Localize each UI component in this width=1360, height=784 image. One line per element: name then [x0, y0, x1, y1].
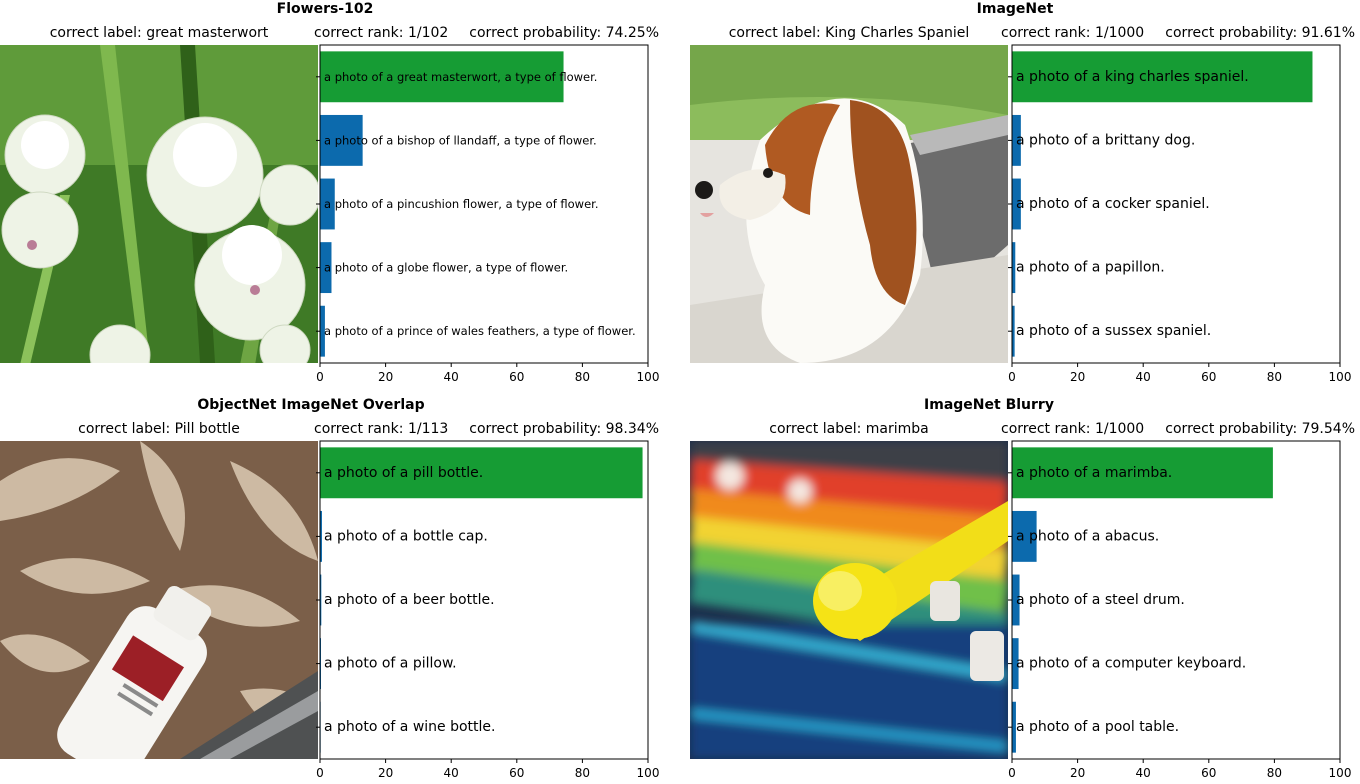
dog-photo — [690, 45, 1008, 363]
bar — [1012, 178, 1021, 230]
correct-probability: correct probability: 91.61% — [1165, 25, 1355, 41]
bar — [1012, 701, 1016, 753]
x-tick-label: 80 — [575, 766, 590, 780]
x-tick-label: 60 — [1201, 766, 1216, 780]
correct-probability: correct probability: 79.54% — [1165, 421, 1355, 437]
x-tick-label: 40 — [444, 370, 459, 384]
bar-label: a photo of a computer keyboard. — [1016, 656, 1246, 672]
bar — [320, 574, 322, 626]
x-tick-label: 100 — [1329, 766, 1352, 780]
panel-title: ImageNet — [976, 1, 1054, 17]
bar-chart-imagenet: a photo of a king charles spaniel. a phot… — [1008, 44, 1352, 384]
bar-chart-objectnet: a photo of a pill bottle. a photo of a bo… — [316, 440, 660, 780]
bar-label: a photo of a bottle cap. — [324, 528, 488, 544]
bar-label: a photo of a pincushion flower, a type o… — [324, 197, 599, 211]
bar-label: a photo of a bishop of llandaff, a type … — [324, 133, 597, 147]
bar-label: a photo of a brittany dog. — [1016, 132, 1195, 148]
x-tick-label: 100 — [1329, 370, 1352, 384]
bar-label: a photo of a king charles spaniel. — [1016, 69, 1249, 85]
x-tick-label: 60 — [509, 766, 524, 780]
correct-probability: correct probability: 74.25% — [469, 25, 659, 41]
bar — [1012, 510, 1037, 562]
correct-label: correct label: King Charles Spaniel — [728, 25, 970, 41]
bar-label: a photo of a great masterwort, a type of… — [324, 70, 597, 84]
bar — [1012, 114, 1021, 166]
x-tick-label: 80 — [1267, 766, 1282, 780]
correct-probability: correct probability: 98.34% — [469, 421, 659, 437]
x-tick-label: 100 — [637, 766, 660, 780]
correct-rank: correct rank: 1/113 — [314, 421, 449, 437]
bar — [320, 305, 325, 357]
bar — [320, 510, 322, 562]
x-tick-label: 80 — [575, 370, 590, 384]
x-tick-label: 100 — [637, 370, 660, 384]
bar-label: a photo of a globe flower, a type of flo… — [324, 261, 568, 275]
bar — [1012, 447, 1273, 499]
bar — [320, 242, 332, 294]
bar-label: a photo of a pillow. — [324, 656, 457, 672]
flowers-photo — [0, 45, 318, 363]
bar-label: a photo of a sussex spaniel. — [1016, 323, 1211, 339]
bar-label: a photo of a abacus. — [1016, 528, 1159, 544]
bar-label: a photo of a pool table. — [1016, 719, 1179, 735]
axes-frame — [319, 44, 649, 364]
axes-frame — [319, 440, 649, 760]
x-tick-label: 20 — [378, 370, 393, 384]
x-tick-label: 20 — [1070, 370, 1085, 384]
x-tick-label: 40 — [1136, 766, 1151, 780]
bar — [320, 178, 335, 230]
x-tick-label: 0 — [1008, 370, 1016, 384]
correct-rank: correct rank: 1/1000 — [1001, 25, 1145, 41]
bar-label: a photo of a papillon. — [1016, 260, 1165, 276]
bar-chart-flowers: a photo of a great masterwort, a type of… — [316, 44, 660, 384]
bar — [1012, 242, 1016, 294]
bar-label: a photo of a marimba. — [1016, 465, 1172, 481]
bar — [320, 447, 643, 499]
x-tick-label: 0 — [316, 766, 324, 780]
bar-label: a photo of a steel drum. — [1016, 592, 1185, 608]
correct-label: correct label: marimba — [769, 421, 929, 437]
bar — [1012, 305, 1015, 357]
x-tick-label: 60 — [1201, 370, 1216, 384]
bar — [1012, 51, 1313, 103]
x-tick-label: 0 — [1008, 766, 1016, 780]
bar-label: a photo of a beer bottle. — [324, 592, 495, 608]
correct-rank: correct rank: 1/102 — [314, 25, 449, 41]
panel-title: ObjectNet ImageNet Overlap — [197, 397, 425, 413]
bar — [320, 114, 363, 166]
axes-frame — [1011, 440, 1341, 760]
correct-rank: correct rank: 1/1000 — [1001, 421, 1145, 437]
panel-title: Flowers-102 — [276, 1, 374, 17]
bar-label: a photo of a wine bottle. — [324, 719, 496, 735]
bar-label: a photo of a pill bottle. — [324, 465, 483, 481]
bar-label: a photo of a cocker spaniel. — [1016, 196, 1210, 212]
bar — [1012, 574, 1020, 626]
x-tick-label: 0 — [316, 370, 324, 384]
x-tick-label: 80 — [1267, 370, 1282, 384]
x-tick-label: 60 — [509, 370, 524, 384]
panel-title: ImageNet Blurry — [924, 397, 1054, 413]
marimba-photo — [690, 441, 1008, 759]
correct-label: correct label: great masterwort — [49, 25, 269, 41]
axes-frame — [1011, 44, 1341, 364]
bar — [1012, 638, 1019, 690]
correct-label: correct label: Pill bottle — [78, 421, 240, 437]
x-tick-label: 20 — [378, 766, 393, 780]
bar-label: a photo of a prince of wales feathers, a… — [324, 324, 636, 338]
bottle-photo — [0, 441, 318, 759]
x-tick-label: 40 — [444, 766, 459, 780]
x-tick-label: 20 — [1070, 766, 1085, 780]
x-tick-label: 40 — [1136, 370, 1151, 384]
bar — [320, 51, 564, 103]
